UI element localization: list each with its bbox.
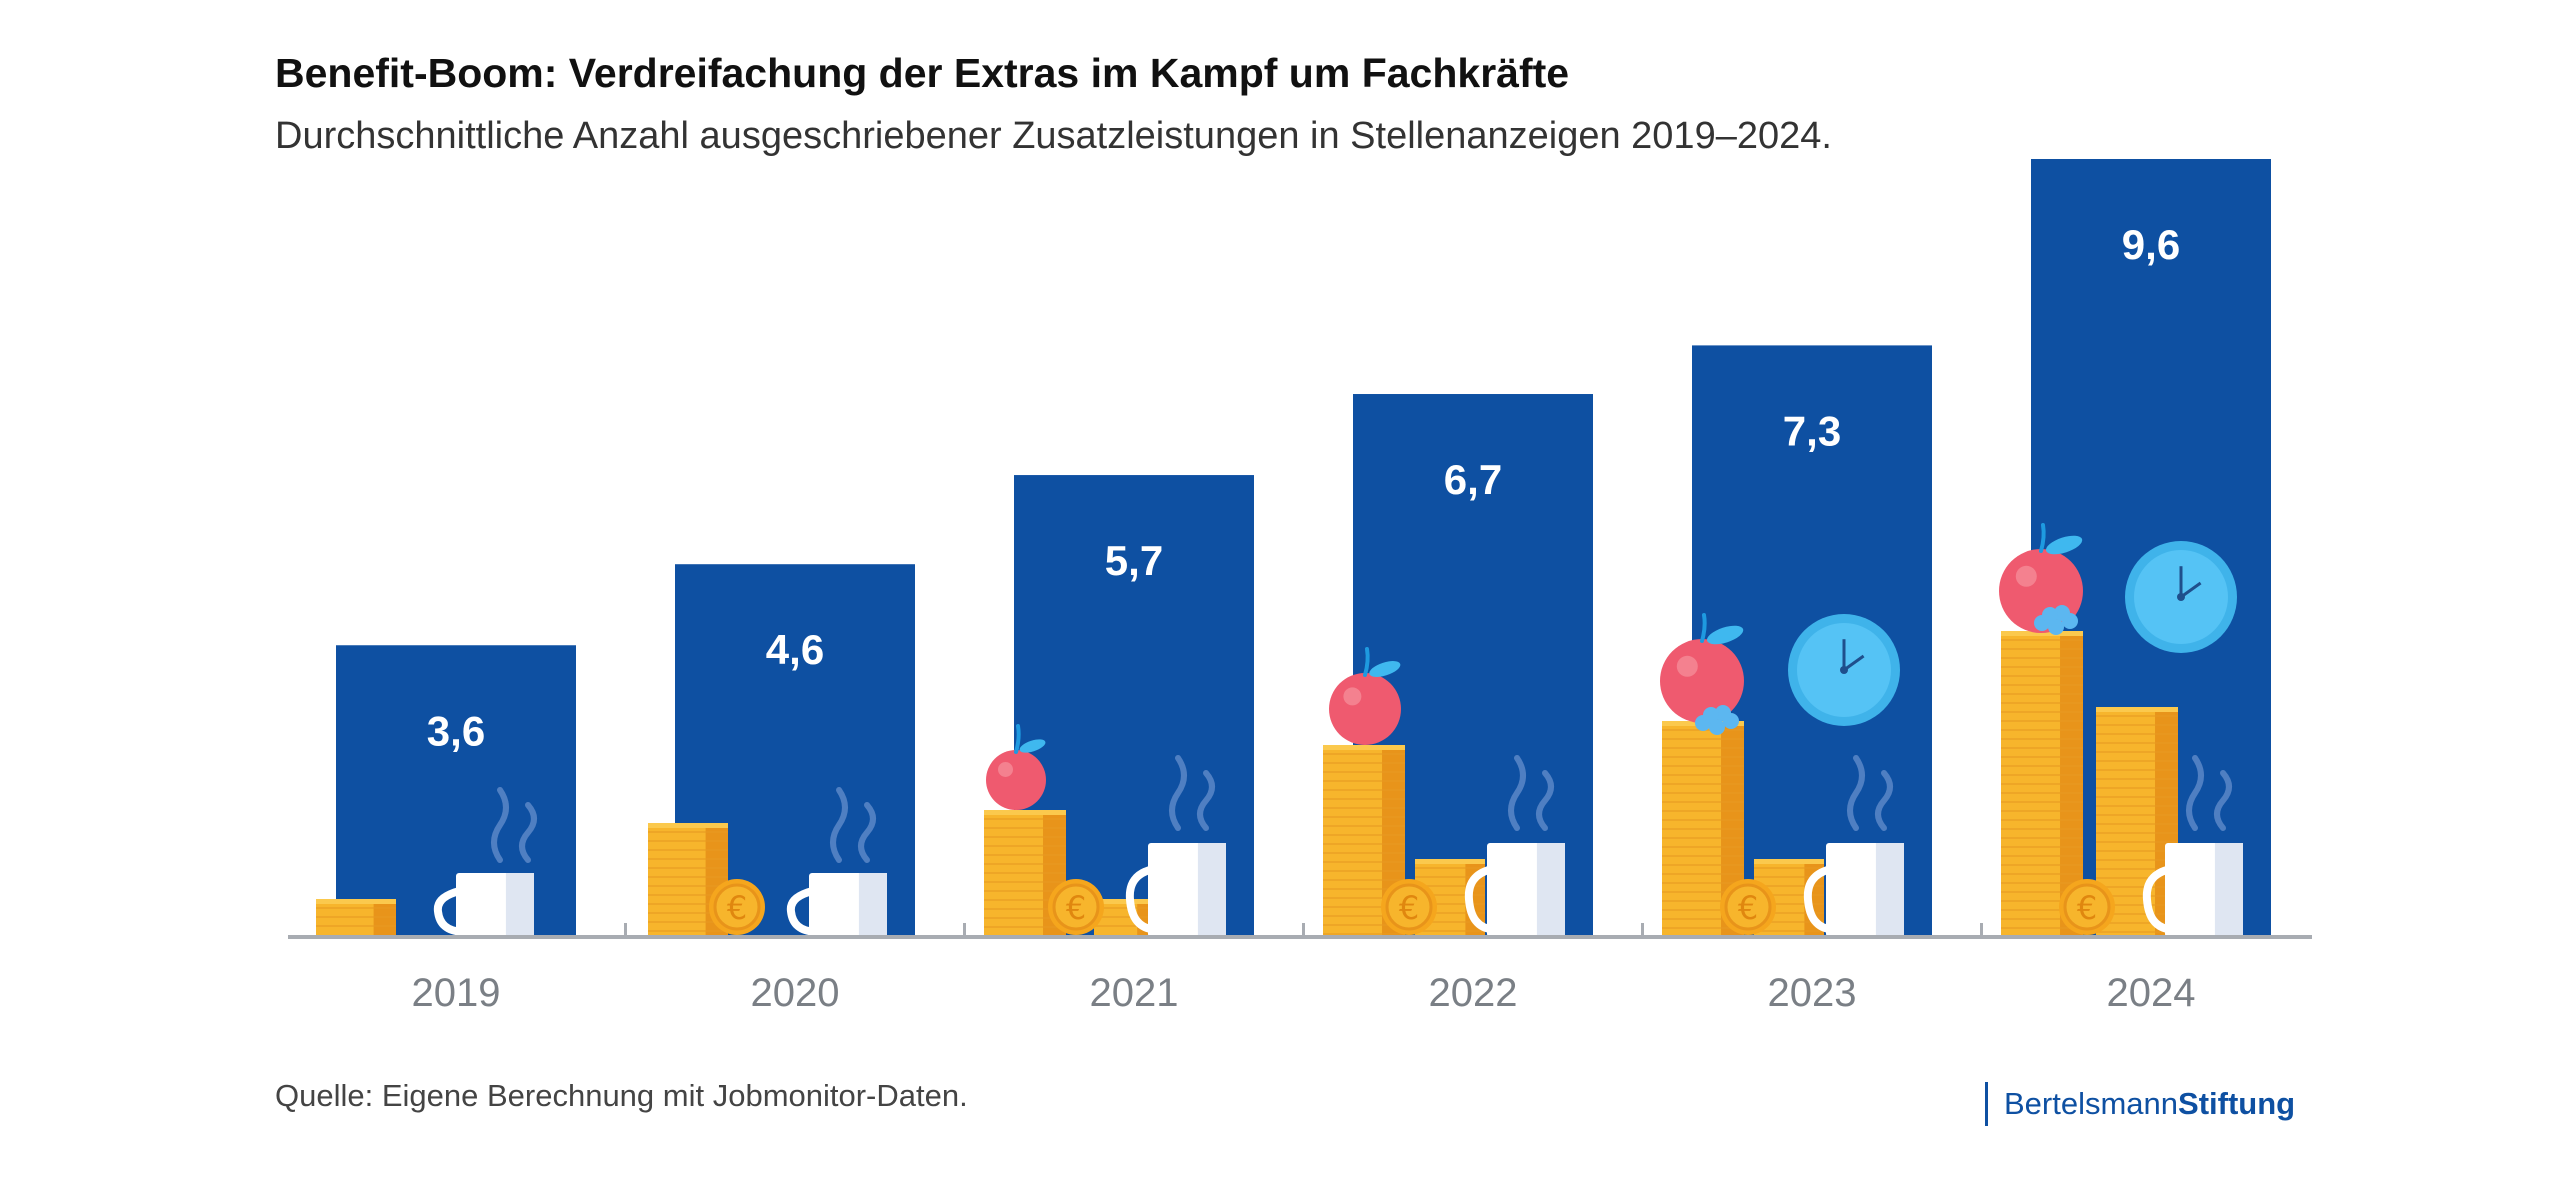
value-label: 5,7 bbox=[1105, 537, 1163, 584]
berries-icon bbox=[1695, 705, 1739, 735]
svg-text:€: € bbox=[1399, 889, 1419, 927]
clock-icon bbox=[1788, 614, 1900, 726]
chart-subtitle: Durchschnittliche Anzahl ausgeschriebene… bbox=[275, 115, 1832, 157]
value-label: 7,3 bbox=[1783, 407, 1841, 454]
logo-text-bertelsmann: Bertelsmann bbox=[2004, 1086, 2179, 1121]
coin-stack-icon bbox=[316, 899, 396, 937]
x-tick-label: 2024 bbox=[2107, 971, 2196, 1015]
steam-icon bbox=[1508, 755, 1554, 831]
chart-title: Benefit-Boom: Verdreifachung der Extras … bbox=[275, 50, 1570, 96]
bertelsmann-stiftung-logo: Bertelsmann Stiftung bbox=[1985, 1082, 2295, 1126]
euro-coin-icon: € bbox=[1720, 879, 1776, 935]
coffee-cup-icon bbox=[1125, 843, 1226, 937]
euro-coin-icon: € bbox=[2059, 879, 2115, 935]
coffee-cup-icon bbox=[786, 873, 887, 937]
labels: 3,6 4,6 5,7 6,7 7,3 9,6 2019 2020 2021 2022 2023 20… bbox=[412, 221, 2196, 1015]
coffee-cup-icon bbox=[1803, 843, 1904, 937]
steam-icon bbox=[2186, 755, 2232, 831]
svg-text:€: € bbox=[1066, 889, 1086, 927]
coffee-cup-icon bbox=[1464, 843, 1565, 937]
euro-coin-icon: € bbox=[709, 879, 765, 935]
x-tick-label: 2022 bbox=[1429, 971, 1518, 1015]
x-tick-label: 2020 bbox=[751, 971, 840, 1015]
steam-icon bbox=[491, 787, 537, 863]
steam-icon bbox=[1169, 755, 1215, 831]
berries-icon bbox=[2034, 605, 2078, 635]
x-tick-label: 2019 bbox=[412, 971, 501, 1015]
coffee-cup-icon bbox=[433, 873, 534, 937]
clock-icon bbox=[2125, 541, 2237, 653]
euro-coin-icon: € bbox=[1048, 879, 1104, 935]
value-label: 9,6 bbox=[2122, 221, 2180, 268]
value-label: 4,6 bbox=[766, 626, 824, 673]
value-label: 3,6 bbox=[427, 707, 485, 754]
x-tick-label: 2023 bbox=[1768, 971, 1857, 1015]
apple-icon bbox=[986, 724, 1046, 810]
steam-icon bbox=[1847, 755, 1893, 831]
euro-coin-icon: € bbox=[1381, 879, 1437, 935]
logo-text-stiftung: Stiftung bbox=[2178, 1086, 2296, 1121]
x-axis bbox=[288, 923, 2312, 939]
coin-stack-icon bbox=[648, 823, 728, 937]
apple-icon bbox=[1329, 647, 1401, 745]
value-label: 6,7 bbox=[1444, 456, 1502, 503]
coffee-cup-icon bbox=[2142, 843, 2243, 937]
coin-stack-icon bbox=[2001, 631, 2083, 937]
source-note: Quelle: Eigene Berechnung mit Jobmonitor… bbox=[275, 1078, 968, 1113]
steam-icon bbox=[830, 787, 876, 863]
x-tick-label: 2021 bbox=[1090, 971, 1179, 1015]
bars bbox=[336, 159, 2271, 937]
benefit-illustrations: € € € € € bbox=[316, 523, 2243, 937]
svg-text:€: € bbox=[2077, 889, 2097, 927]
svg-text:€: € bbox=[1738, 889, 1758, 927]
apple-icon bbox=[1660, 613, 1744, 723]
svg-text:€: € bbox=[727, 889, 747, 927]
